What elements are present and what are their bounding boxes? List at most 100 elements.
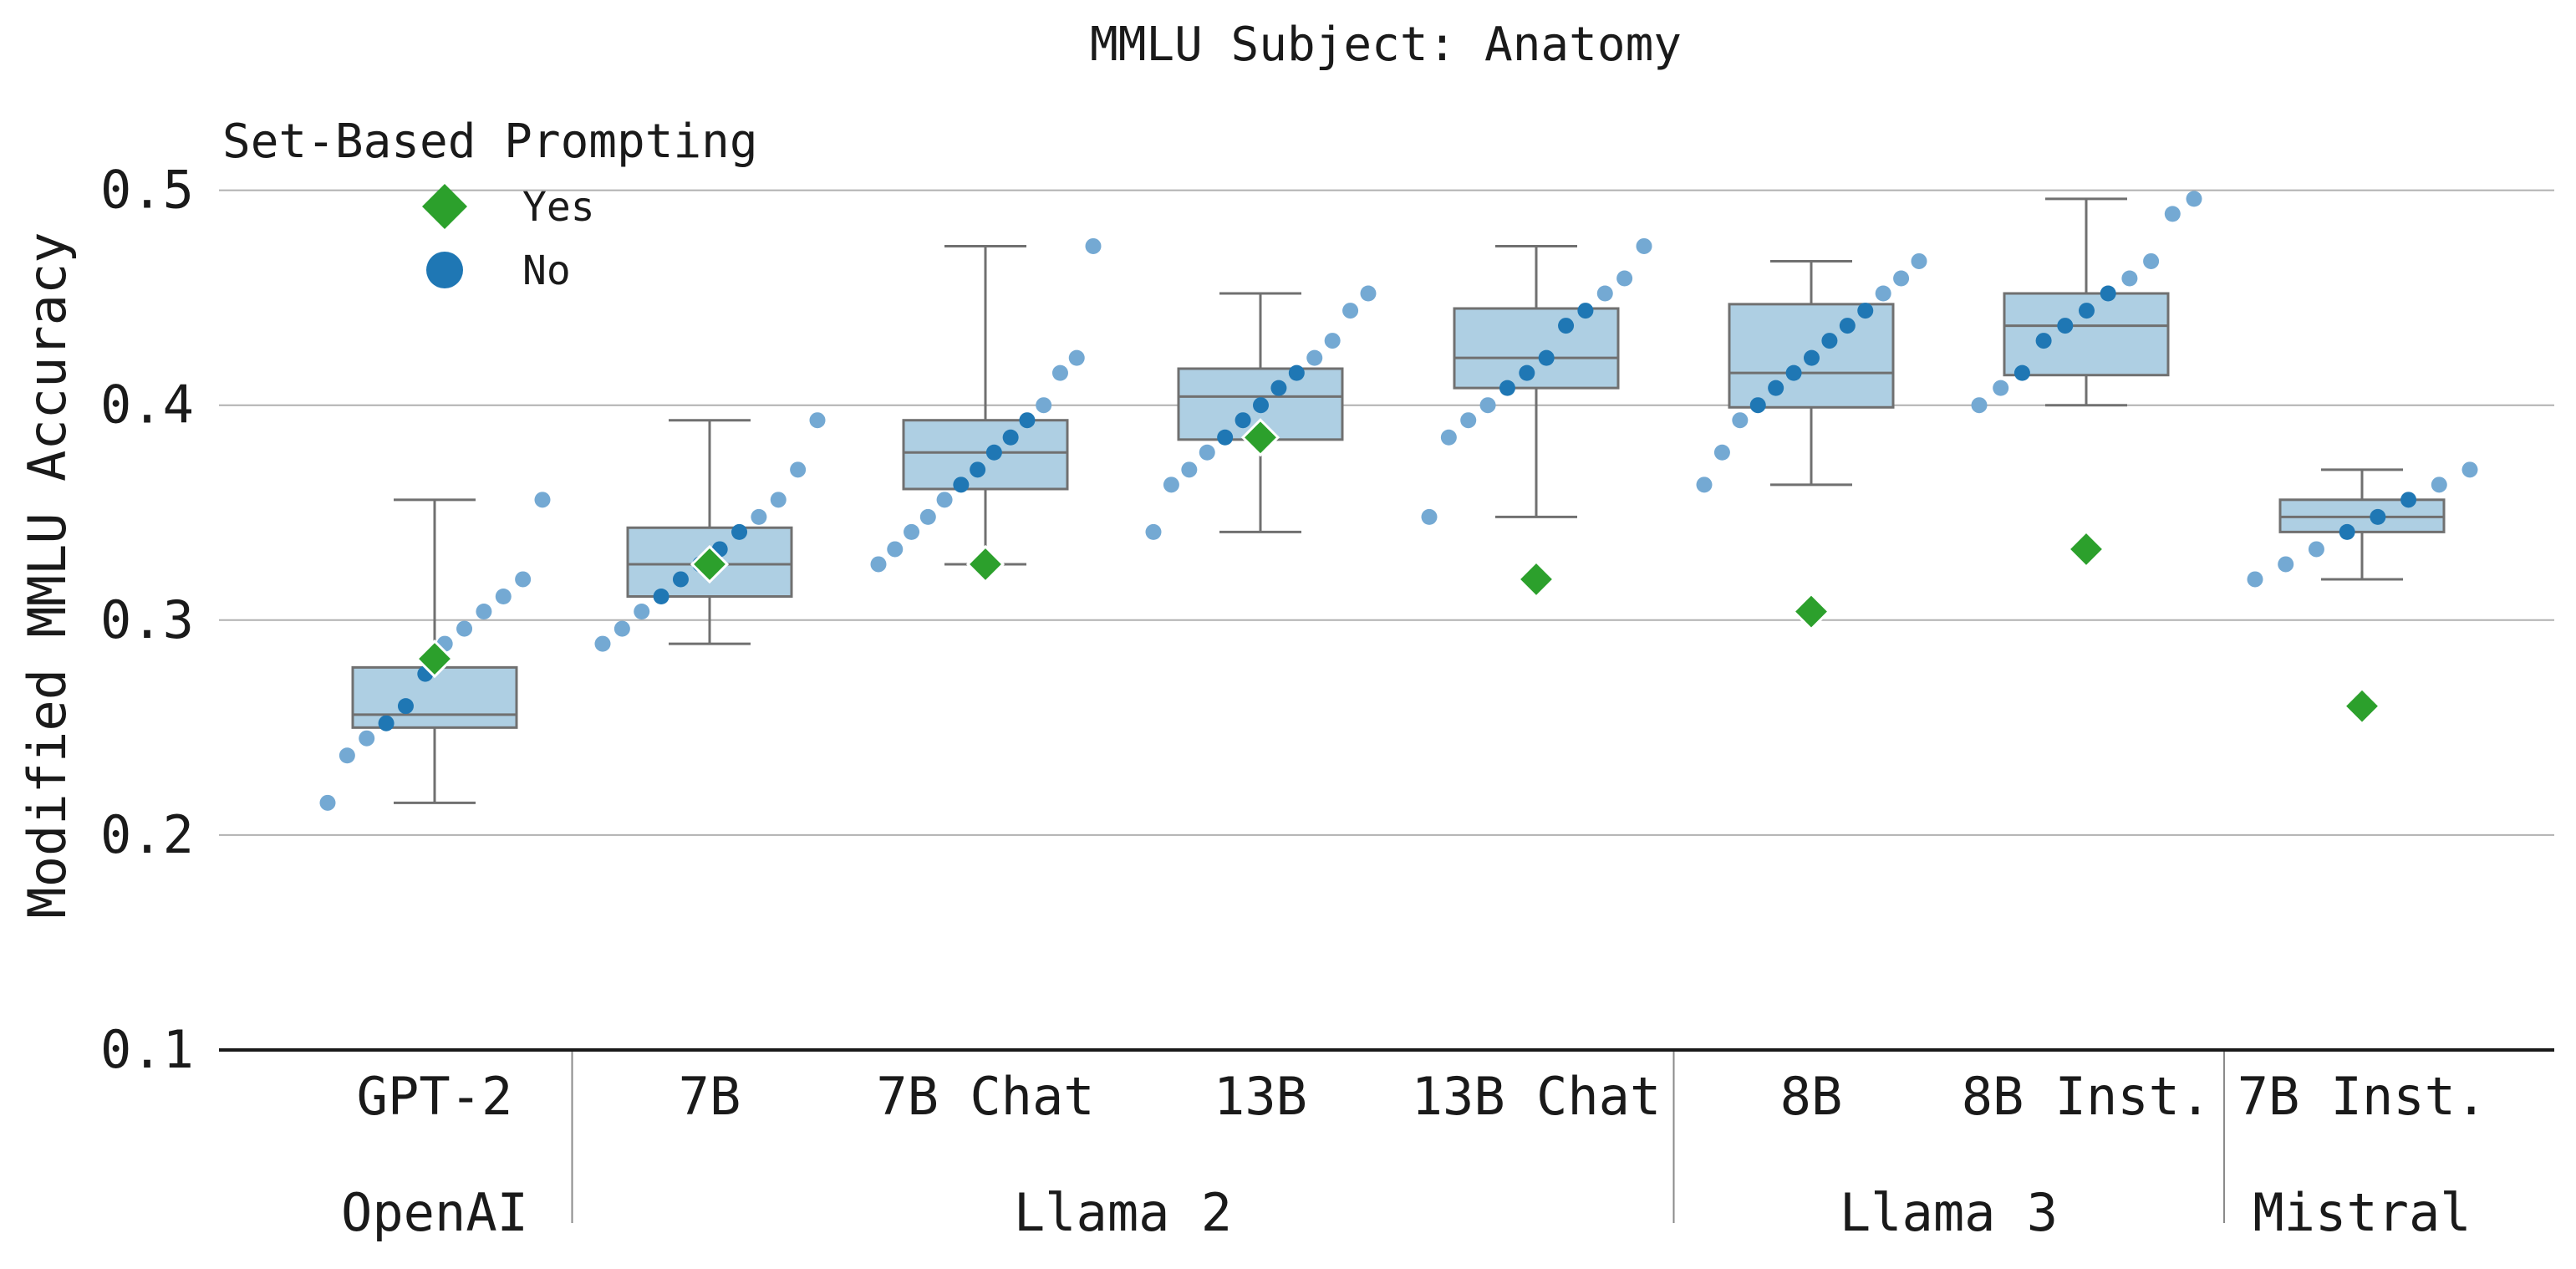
y-axis-label: Modified MMLU Accuracy (17, 232, 78, 918)
no-point (751, 508, 767, 525)
yes-marker (2342, 686, 2382, 726)
no-point (1768, 380, 1784, 396)
no-point (1421, 508, 1438, 525)
no-point (1696, 477, 1713, 493)
no-point (809, 412, 826, 429)
yes-marker (415, 639, 455, 679)
box (1453, 307, 1620, 390)
no-point (904, 523, 920, 540)
x-tick-label: 8B Inst. (1962, 1066, 2212, 1127)
no-point (2370, 508, 2386, 525)
no-point (1460, 412, 1477, 429)
no-point (2164, 206, 2181, 222)
no-point (2278, 556, 2294, 573)
no-point (1253, 397, 1269, 414)
no-point (1163, 477, 1179, 493)
no-point (2035, 333, 2052, 349)
no-point (1002, 429, 1019, 446)
no-point (476, 604, 492, 620)
no-point (2461, 461, 2478, 478)
x-tick-label: 7B Inst. (2237, 1066, 2487, 1127)
box (902, 419, 1069, 491)
no-point (1270, 380, 1287, 396)
no-point (653, 589, 669, 605)
no-point (1749, 397, 1766, 414)
x-tick-label: 7B (679, 1066, 741, 1127)
chart-title: MMLU Subject: Anatomy (1090, 18, 1682, 72)
no-point (1804, 349, 1820, 366)
no-point (613, 620, 630, 637)
legend-title: Set-Based Prompting (222, 115, 758, 169)
group-label: OpenAI (341, 1182, 528, 1243)
no-point (1306, 349, 1323, 366)
legend-label: No (522, 247, 571, 294)
no-point (515, 571, 532, 588)
no-point (378, 715, 395, 731)
no-point (594, 635, 611, 652)
no-point (985, 444, 1002, 461)
no-point (1713, 444, 1730, 461)
no-point (1181, 461, 1198, 478)
x-tick-label: 13B (1214, 1066, 1307, 1127)
no-point (1519, 364, 1535, 381)
no-point (1993, 380, 2009, 396)
set-based-markers (415, 418, 2382, 726)
no-point (1440, 429, 1457, 446)
x-tick-label: 7B Chat (876, 1066, 1094, 1127)
no-point (1911, 252, 1927, 269)
x-tick-label: 13B Chat (1412, 1066, 1662, 1127)
group-label: Llama 3 (1840, 1182, 2058, 1243)
yes-marker (1516, 559, 1556, 599)
y-tick-label: 0.4 (100, 375, 194, 436)
no-point (2431, 477, 2447, 493)
no-point (359, 730, 375, 747)
no-point (1558, 318, 1575, 334)
no-point (1596, 285, 1613, 302)
no-point (534, 492, 551, 508)
group-labels: OpenAI Llama 2 Llama 3 Mistral (341, 1050, 2472, 1243)
no-point (1821, 333, 1838, 349)
no-point (1732, 412, 1749, 429)
no-point (970, 461, 986, 478)
no-point (2143, 252, 2160, 269)
box (1728, 303, 1895, 409)
no-point (1857, 303, 1874, 319)
no-point (1636, 237, 1652, 254)
no-point (634, 604, 650, 620)
no-point (1288, 364, 1305, 381)
y-tick-labels: 0.1 0.2 0.3 0.4 0.5 (100, 160, 194, 1080)
legend-label: Yes (522, 184, 595, 231)
no-point (2339, 523, 2355, 540)
no-point (2079, 303, 2095, 319)
no-point (1068, 349, 1085, 366)
legend-marker-diamond (422, 184, 467, 229)
group-label: Llama 2 (1014, 1182, 1232, 1243)
no-point (1145, 523, 1162, 540)
no-point (1785, 364, 1802, 381)
x-tick-label: GPT-2 (357, 1066, 513, 1127)
no-point (1875, 285, 1891, 302)
legend-marker-circle (426, 252, 463, 288)
no-point (1839, 318, 1856, 334)
no-point (2308, 541, 2324, 558)
y-tick-label: 0.3 (100, 589, 194, 650)
x-tick-label: 8B (1780, 1066, 1843, 1127)
no-point (2013, 364, 2030, 381)
group-label: Mistral (2253, 1182, 2471, 1243)
no-point (1051, 364, 1068, 381)
no-point (1577, 303, 1594, 319)
no-point (456, 620, 473, 637)
no-point (1499, 380, 1515, 396)
no-point (1893, 270, 1910, 287)
yes-marker (690, 544, 730, 584)
no-point (319, 794, 336, 811)
boxplots (351, 197, 2446, 804)
no-point (2121, 270, 2138, 287)
no-point (1479, 397, 1496, 414)
no-point (731, 523, 748, 540)
grid-lines (219, 189, 2554, 836)
no-point (495, 589, 512, 605)
no-point (1217, 429, 1234, 446)
yes-marker (1240, 418, 1280, 457)
no-point (1085, 237, 1102, 254)
